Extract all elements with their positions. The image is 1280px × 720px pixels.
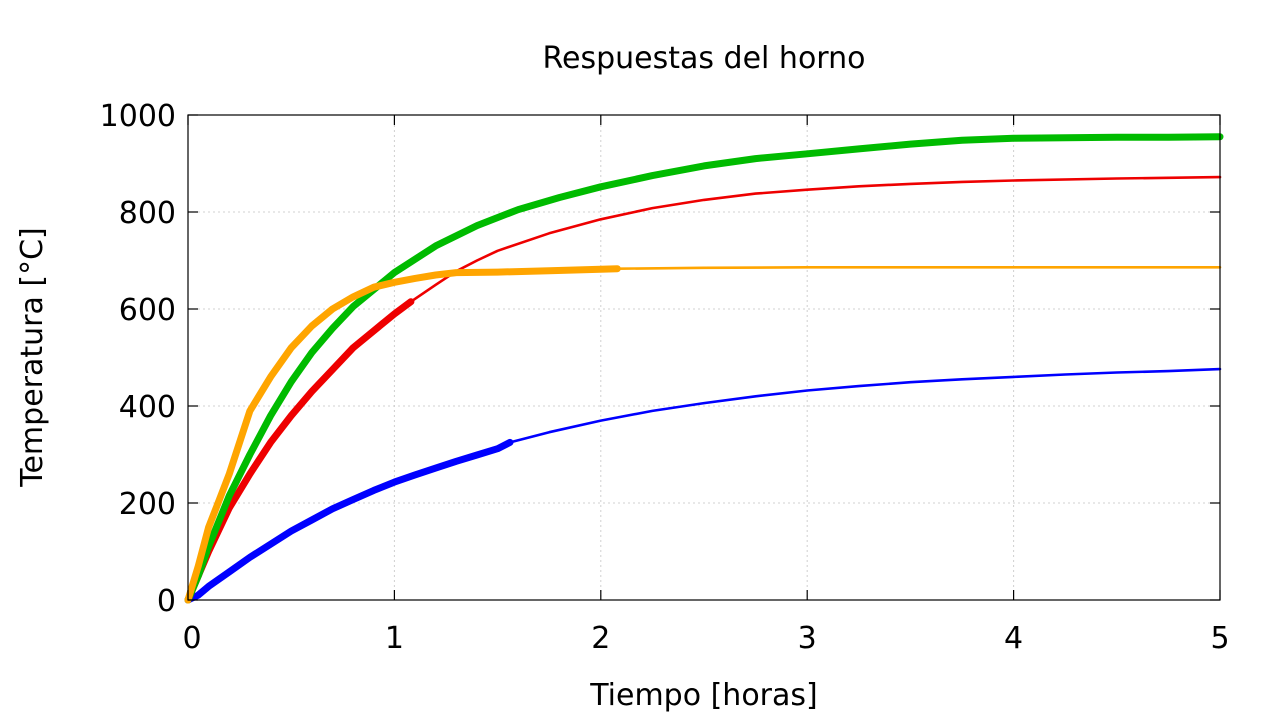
x-tick-label: 1: [385, 621, 404, 656]
series-line-5: [184, 265, 621, 604]
x-tick-label: 5: [1210, 621, 1229, 656]
series-line-0: [184, 438, 514, 604]
x-tick-label: 0: [182, 621, 201, 656]
y-tick-label: 200: [119, 487, 176, 522]
y-tick-label: 600: [119, 293, 176, 328]
y-tick-label: 400: [119, 390, 176, 425]
series-line-3: [409, 175, 1222, 304]
series-line-6: [615, 265, 1222, 271]
y-axis-label: Temperatura [°C]: [15, 227, 50, 488]
x-tick-label: 4: [1004, 621, 1023, 656]
plot-frame: [187, 114, 1221, 601]
x-tick-label: 3: [798, 621, 817, 656]
y-tick-label: 800: [119, 196, 176, 231]
series-group: [184, 133, 1224, 604]
series-line-1: [508, 367, 1222, 444]
grid: [188, 115, 1220, 600]
y-tick-label: 0: [157, 584, 176, 619]
ticks: 0 1 2 3 4 5 0 200 400 600 800 1000: [100, 99, 1230, 656]
y-tick-label: 1000: [100, 99, 176, 134]
x-tick-label: 2: [591, 621, 610, 656]
series-line-4: [184, 133, 1224, 604]
x-axis-label: Tiempo [horas]: [589, 678, 817, 713]
chart-title: Respuestas del horno: [543, 41, 866, 76]
